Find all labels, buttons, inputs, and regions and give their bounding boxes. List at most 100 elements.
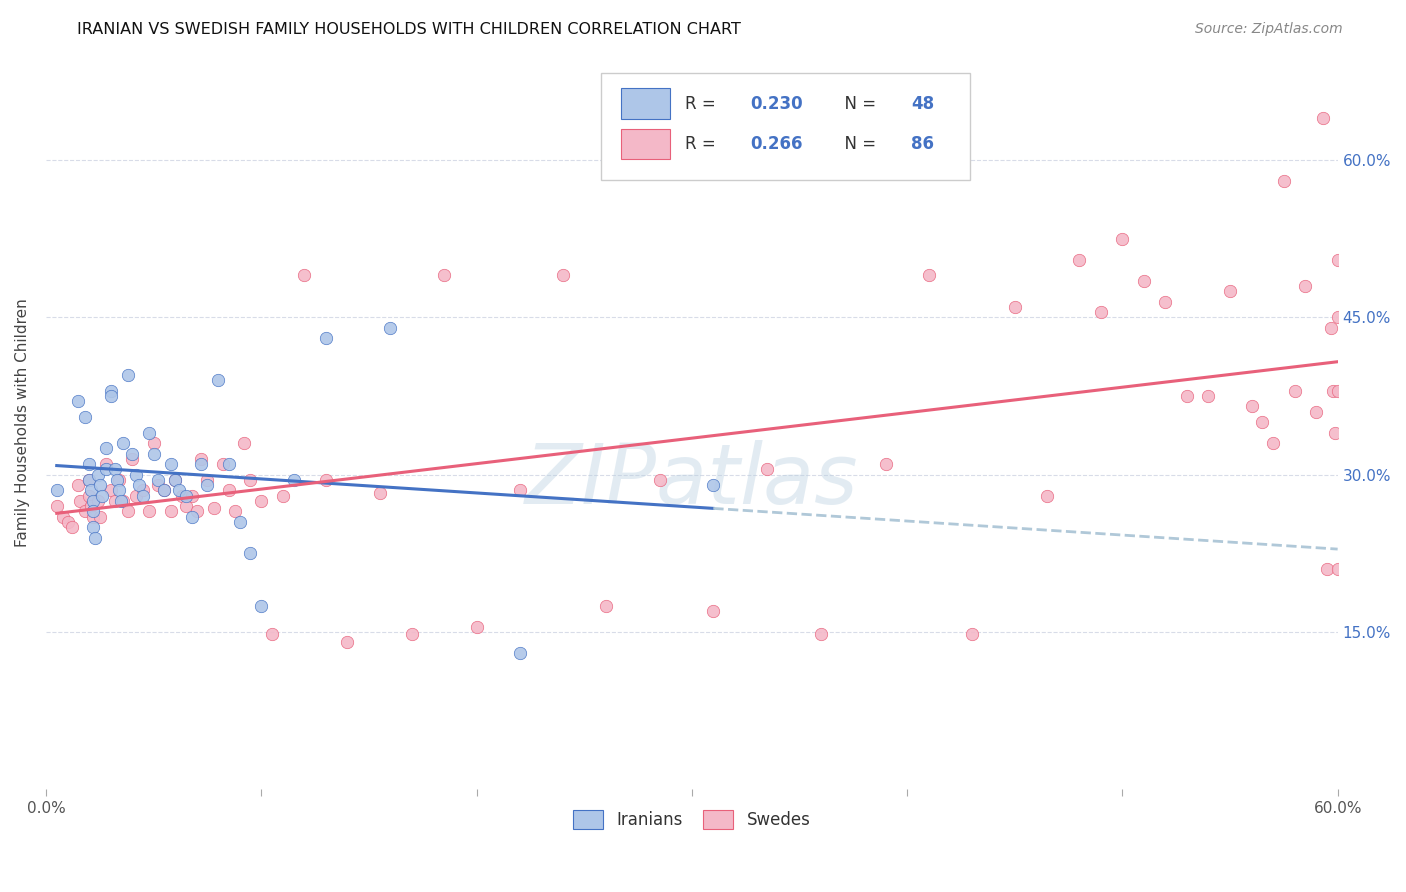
Point: [100, 389, 122, 403]
Point: [138, 504, 160, 518]
Point: [380, 320, 402, 334]
Point: [315, 331, 337, 345]
Point: [82, 509, 104, 524]
Point: [202, 501, 225, 516]
Point: [160, 504, 183, 518]
Point: [80, 499, 103, 513]
Point: [292, 268, 315, 283]
Point: [86, 467, 108, 482]
Point: [86, 493, 108, 508]
Bar: [621, 128, 669, 160]
Text: Source: ZipAtlas.com: Source: ZipAtlas.com: [1195, 22, 1343, 37]
Point: [91, 489, 114, 503]
Point: [89, 509, 111, 524]
Text: 86: 86: [911, 135, 935, 153]
Point: [315, 473, 337, 487]
Point: [84, 531, 107, 545]
Point: [110, 493, 132, 508]
Point: [52, 509, 75, 524]
Text: R =: R =: [685, 135, 721, 153]
Point: [89, 478, 111, 492]
Point: [56, 515, 79, 529]
Point: [509, 646, 531, 660]
Point: [1284, 384, 1306, 398]
Point: [165, 473, 187, 487]
Point: [174, 499, 197, 513]
Point: [260, 627, 283, 641]
Point: [142, 436, 165, 450]
Point: [67, 394, 90, 409]
Text: 0.266: 0.266: [749, 135, 803, 153]
Point: [197, 473, 219, 487]
Point: [121, 451, 143, 466]
Bar: [621, 88, 669, 119]
Point: [283, 473, 305, 487]
Point: [100, 384, 122, 398]
Point: [105, 473, 128, 487]
Point: [509, 483, 531, 498]
Point: [336, 635, 359, 649]
Point: [190, 457, 212, 471]
Text: R =: R =: [685, 95, 721, 112]
Point: [82, 493, 104, 508]
Point: [96, 442, 118, 456]
Point: [551, 268, 574, 283]
Point: [250, 599, 273, 613]
Point: [181, 489, 204, 503]
Point: [271, 489, 294, 503]
Point: [82, 504, 104, 518]
Point: [60, 520, 83, 534]
Point: [875, 457, 897, 471]
Point: [67, 478, 90, 492]
Point: [146, 478, 169, 492]
Point: [128, 478, 150, 492]
Point: [810, 627, 832, 641]
Point: [1326, 310, 1348, 325]
Point: [1251, 415, 1274, 429]
Point: [73, 504, 96, 518]
Point: [104, 493, 127, 508]
Point: [1111, 232, 1133, 246]
Point: [77, 473, 100, 487]
Point: [595, 599, 617, 613]
Point: [112, 493, 135, 508]
Text: N =: N =: [834, 135, 882, 153]
Point: [1261, 436, 1284, 450]
Point: [69, 493, 91, 508]
Point: [45, 499, 67, 513]
Point: [132, 483, 155, 498]
Point: [1320, 320, 1343, 334]
Y-axis label: Family Households with Children: Family Households with Children: [15, 298, 30, 547]
Point: [368, 486, 391, 500]
Point: [1312, 111, 1334, 125]
Point: [917, 268, 939, 283]
Point: [1219, 284, 1241, 298]
Point: [1036, 489, 1059, 503]
Point: [174, 489, 197, 503]
Point: [702, 604, 724, 618]
Point: [233, 436, 256, 450]
Point: [165, 473, 187, 487]
Text: ZIPatlas: ZIPatlas: [524, 441, 859, 522]
Text: 0.230: 0.230: [749, 95, 803, 112]
Point: [228, 515, 250, 529]
Point: [1154, 294, 1177, 309]
Point: [73, 409, 96, 424]
Point: [224, 504, 246, 518]
Point: [197, 478, 219, 492]
Point: [1324, 425, 1347, 440]
Point: [132, 489, 155, 503]
Point: [121, 447, 143, 461]
Point: [218, 457, 240, 471]
Text: IRANIAN VS SWEDISH FAMILY HOUSEHOLDS WITH CHILDREN CORRELATION CHART: IRANIAN VS SWEDISH FAMILY HOUSEHOLDS WIT…: [77, 22, 741, 37]
Point: [96, 462, 118, 476]
Point: [207, 373, 229, 387]
Point: [1305, 405, 1327, 419]
Point: [401, 627, 423, 641]
Point: [117, 368, 139, 382]
Point: [153, 483, 176, 498]
Point: [45, 483, 67, 498]
Point: [146, 473, 169, 487]
Point: [160, 457, 183, 471]
Point: [138, 425, 160, 440]
